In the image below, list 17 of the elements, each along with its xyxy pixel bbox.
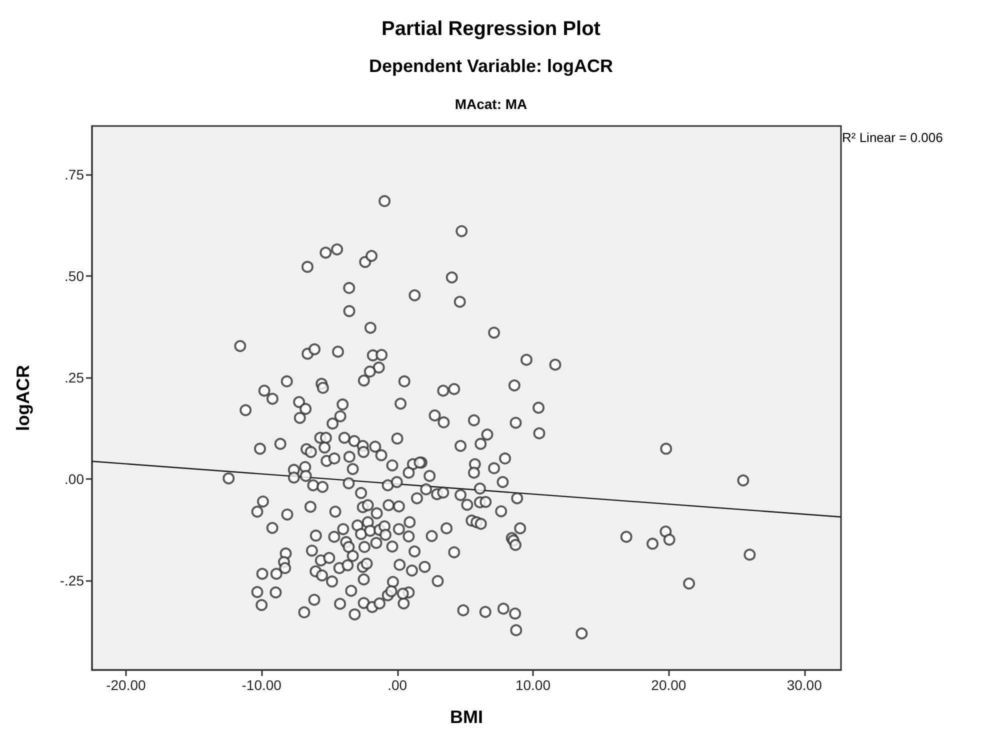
y-tick-label: .50 <box>64 268 84 284</box>
text: R² Linear = 0.006 <box>842 130 943 145</box>
text: MAcat: MA <box>454 96 528 112</box>
x-tick-label: -20.00 <box>106 677 146 693</box>
x-tick-label: 10.00 <box>515 677 551 693</box>
x-axis-title: BMI <box>450 707 483 727</box>
y-axis-title: logACR <box>13 365 33 431</box>
chart-subtitle: Dependent Variable: logACR <box>368 56 614 76</box>
x-tick-label: -10.00 <box>242 677 282 693</box>
y-tick-label: .00 <box>64 471 84 488</box>
y-tick-label: -.25 <box>60 572 84 589</box>
x-tick-label: 20.00 <box>651 677 686 693</box>
chart-title: Partial Regression Plot <box>382 18 601 40</box>
x-tick-label: 30.00 <box>786 677 822 693</box>
x-tick-label: .00 <box>388 677 408 693</box>
y-tick-label: .75 <box>64 166 84 183</box>
y-tick-label: .25 <box>64 370 84 386</box>
